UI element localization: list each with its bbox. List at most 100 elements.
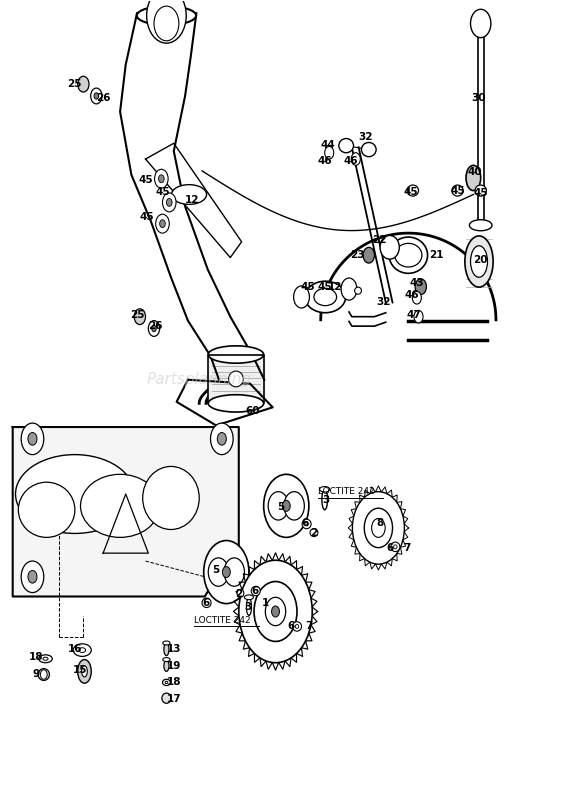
Text: 7: 7 bbox=[403, 543, 411, 553]
Ellipse shape bbox=[339, 138, 353, 153]
Ellipse shape bbox=[208, 346, 264, 363]
Ellipse shape bbox=[164, 660, 169, 672]
Text: 6: 6 bbox=[387, 543, 394, 553]
Circle shape bbox=[152, 325, 156, 331]
Circle shape bbox=[28, 570, 37, 583]
Ellipse shape bbox=[394, 545, 397, 549]
Text: Partsplanning: Partsplanning bbox=[147, 373, 252, 388]
Circle shape bbox=[208, 561, 230, 592]
Ellipse shape bbox=[172, 184, 207, 204]
Text: 13: 13 bbox=[166, 645, 181, 654]
Text: 45: 45 bbox=[404, 187, 419, 197]
Ellipse shape bbox=[82, 666, 87, 677]
Circle shape bbox=[94, 93, 99, 99]
Circle shape bbox=[294, 286, 310, 308]
Polygon shape bbox=[12, 427, 239, 596]
Ellipse shape bbox=[320, 486, 330, 492]
Circle shape bbox=[21, 423, 44, 455]
Ellipse shape bbox=[244, 595, 253, 600]
Ellipse shape bbox=[38, 668, 49, 680]
Text: LOCTITE 242: LOCTITE 242 bbox=[318, 487, 374, 496]
Ellipse shape bbox=[475, 185, 486, 196]
Text: 46: 46 bbox=[344, 157, 358, 166]
Circle shape bbox=[415, 279, 427, 294]
Text: 6: 6 bbox=[301, 518, 308, 528]
Text: 47: 47 bbox=[407, 310, 421, 320]
Text: 45: 45 bbox=[451, 186, 465, 195]
Text: LOCTITE 242: LOCTITE 242 bbox=[194, 615, 250, 625]
Ellipse shape bbox=[15, 455, 134, 533]
Ellipse shape bbox=[466, 165, 481, 191]
Circle shape bbox=[341, 278, 357, 300]
Ellipse shape bbox=[305, 522, 308, 526]
Text: 44: 44 bbox=[321, 140, 336, 149]
Text: 45: 45 bbox=[301, 282, 316, 292]
Text: 5: 5 bbox=[212, 566, 220, 576]
Ellipse shape bbox=[228, 371, 243, 387]
Circle shape bbox=[215, 570, 224, 583]
Ellipse shape bbox=[407, 185, 419, 196]
Ellipse shape bbox=[452, 185, 463, 196]
Text: 26: 26 bbox=[96, 93, 110, 103]
Ellipse shape bbox=[465, 236, 493, 287]
Ellipse shape bbox=[163, 657, 170, 661]
Circle shape bbox=[254, 581, 297, 642]
Circle shape bbox=[208, 558, 228, 586]
Text: 45: 45 bbox=[138, 176, 153, 185]
Text: 7: 7 bbox=[306, 622, 313, 631]
Text: 6: 6 bbox=[251, 586, 258, 596]
Text: 40: 40 bbox=[467, 168, 482, 177]
Ellipse shape bbox=[469, 220, 492, 231]
Ellipse shape bbox=[79, 648, 86, 653]
Text: 46: 46 bbox=[318, 156, 333, 165]
Circle shape bbox=[134, 308, 145, 324]
Text: 26: 26 bbox=[148, 321, 162, 331]
Circle shape bbox=[265, 597, 286, 626]
Text: 60: 60 bbox=[246, 407, 260, 416]
Circle shape bbox=[284, 492, 304, 520]
Circle shape bbox=[224, 558, 244, 586]
Circle shape bbox=[351, 153, 360, 165]
Text: 2: 2 bbox=[235, 589, 243, 599]
Circle shape bbox=[204, 540, 249, 604]
Text: 45: 45 bbox=[473, 188, 488, 198]
Text: 18: 18 bbox=[166, 677, 181, 687]
Text: 32: 32 bbox=[377, 297, 391, 308]
Text: 20: 20 bbox=[474, 255, 488, 265]
Circle shape bbox=[156, 214, 169, 233]
Ellipse shape bbox=[395, 244, 422, 267]
Text: 25: 25 bbox=[130, 310, 144, 320]
Ellipse shape bbox=[165, 681, 168, 683]
Text: 6: 6 bbox=[287, 622, 294, 631]
Circle shape bbox=[264, 475, 309, 537]
Ellipse shape bbox=[251, 586, 260, 596]
Ellipse shape bbox=[208, 395, 264, 412]
Polygon shape bbox=[177, 380, 273, 426]
Circle shape bbox=[154, 169, 168, 188]
Text: 12: 12 bbox=[185, 195, 200, 205]
Ellipse shape bbox=[389, 237, 428, 274]
Ellipse shape bbox=[81, 475, 160, 537]
Ellipse shape bbox=[293, 622, 302, 631]
Ellipse shape bbox=[163, 641, 170, 645]
Circle shape bbox=[147, 0, 186, 44]
Ellipse shape bbox=[73, 644, 91, 657]
Circle shape bbox=[158, 175, 164, 183]
Text: 6: 6 bbox=[202, 598, 210, 607]
Text: 32: 32 bbox=[359, 132, 373, 142]
Text: 19: 19 bbox=[166, 660, 181, 671]
Text: 12: 12 bbox=[328, 282, 342, 292]
Text: 45: 45 bbox=[155, 187, 170, 197]
Ellipse shape bbox=[137, 6, 196, 25]
Text: 22: 22 bbox=[371, 235, 386, 245]
Ellipse shape bbox=[247, 598, 252, 615]
Text: 45: 45 bbox=[140, 211, 154, 221]
Text: 3: 3 bbox=[323, 494, 330, 505]
Text: 45: 45 bbox=[318, 282, 332, 292]
Circle shape bbox=[21, 561, 44, 592]
Ellipse shape bbox=[322, 490, 328, 509]
Text: 8: 8 bbox=[377, 518, 384, 528]
Ellipse shape bbox=[18, 483, 75, 537]
Circle shape bbox=[211, 423, 233, 455]
Text: 3: 3 bbox=[245, 602, 252, 611]
